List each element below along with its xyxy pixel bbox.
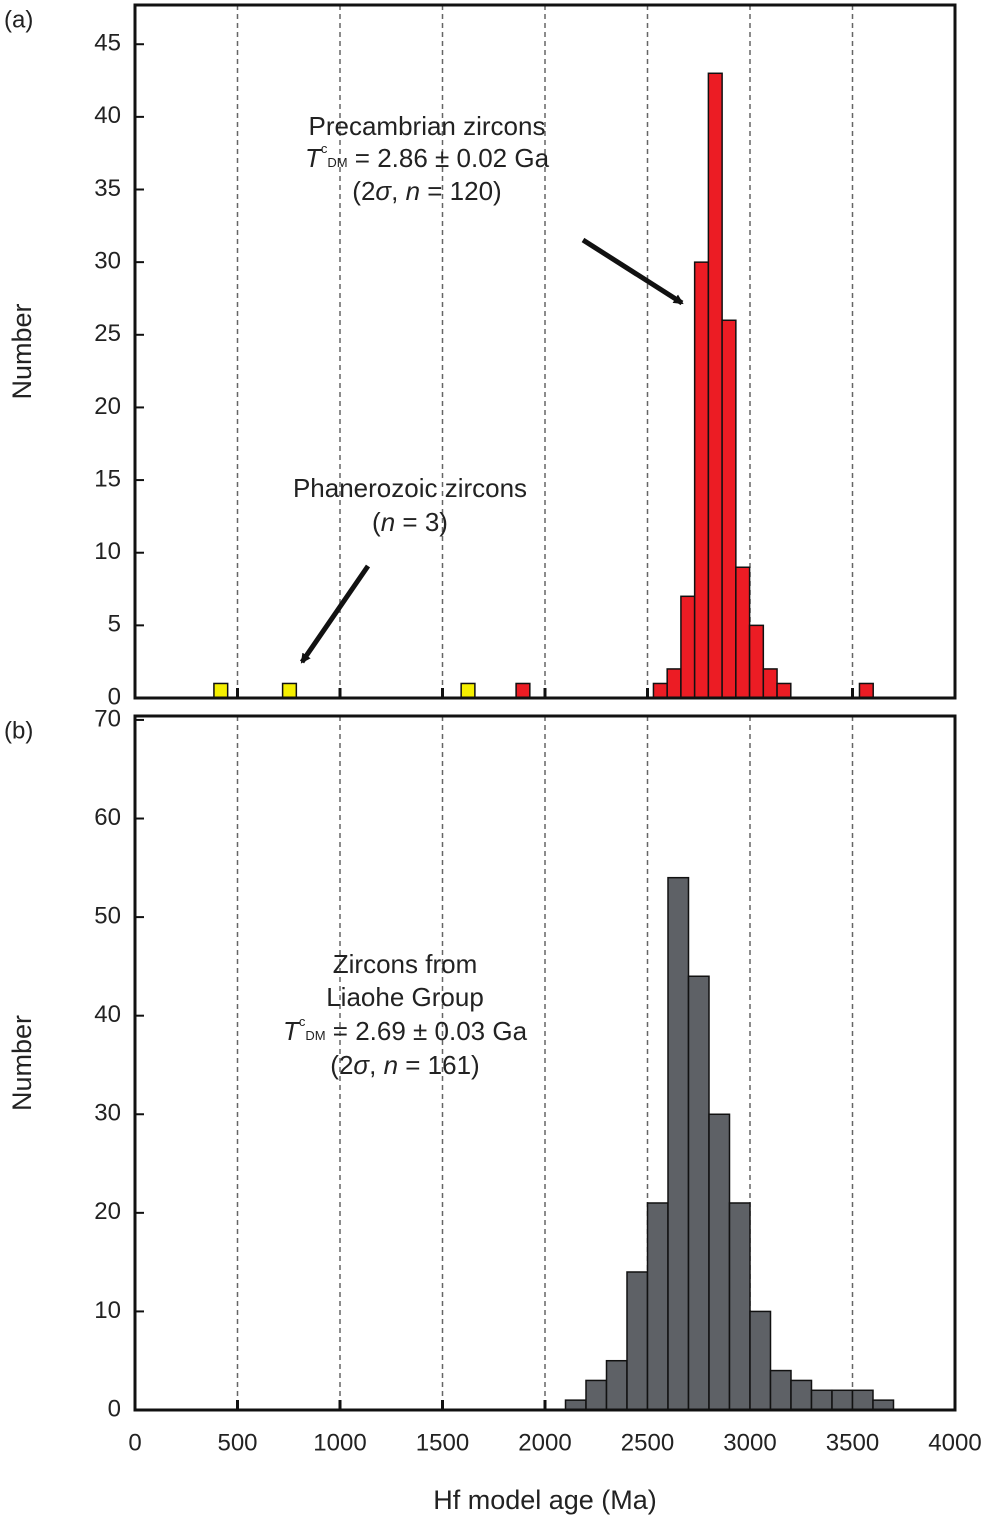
annotation: Precambrian zircons [309,111,546,141]
bar [605,1359,628,1411]
annotation: Liaohe Group [326,982,484,1012]
y-tick-label: 45 [94,30,121,57]
y-tick-label: 70 [94,705,121,732]
bar [693,261,710,699]
y-tick-label: 30 [94,247,121,274]
annotation: (2σ, n = 120) [352,176,501,206]
bar [585,1379,608,1411]
bar [707,72,723,699]
y-tick-label: 10 [94,1297,121,1324]
x-tick-label: 1500 [416,1429,469,1456]
bar [749,1310,772,1411]
bar [728,1202,751,1411]
y-tick-label: 0 [108,683,121,710]
annotation: TcDM = 2.69 ± 0.03 Ga [283,1014,528,1045]
bar [667,876,690,1411]
bar [646,1202,669,1411]
y-tick-label: 20 [94,393,121,420]
y-axis-label: Number [7,303,37,399]
y-tick-label: 15 [94,465,121,492]
bar [762,668,778,699]
panel-label: (b) [4,717,33,744]
x-tick-label: 1000 [313,1429,366,1456]
bar [851,1389,874,1411]
panel-b: 0 500 1000 1500 2000 2500 3000 3500 4000 0 10 20 30 4… [4,705,982,1515]
y-tick-label: 20 [94,1198,121,1225]
bar [790,1379,813,1411]
y-tick-label: 0 [108,1395,121,1422]
bar [769,1369,792,1411]
x-tick-label: 3500 [826,1429,879,1456]
bar [776,682,792,699]
y-tick-label: 50 [94,902,121,929]
arrow [581,237,684,306]
x-tick-label: 3000 [723,1429,776,1456]
y-tick-label: 40 [94,102,121,129]
bar [666,668,682,699]
bar [626,1271,649,1411]
y-axis-label: Number [7,1015,37,1111]
bar [680,595,696,699]
bar [213,682,229,699]
x-tick-label: 2500 [621,1429,674,1456]
y-tick-label: 60 [94,804,121,831]
x-tick-label: 4000 [928,1429,981,1456]
annotation: Phanerozoic zircons [293,473,527,503]
bar [858,682,874,699]
y-tick-label: 25 [94,320,121,347]
y-tick-label: 40 [94,1001,121,1028]
bar [515,682,531,699]
y-tick-label: 35 [94,175,121,202]
panel-label: (a) [4,6,33,33]
arrow [299,564,371,664]
bar [687,975,710,1411]
x-axis-label: Hf model age (Ma) [433,1485,657,1515]
bar [721,319,737,699]
x-tick-label: 500 [217,1429,257,1456]
annotation: (2σ, n = 161) [330,1050,479,1080]
bar [460,682,476,699]
bar [708,1113,731,1411]
x-tick-label: 2000 [518,1429,571,1456]
y-tick-label: 10 [94,538,121,565]
bar [810,1389,833,1411]
y-tick-label: 5 [108,611,121,638]
annotations: Precambrian zircons TcDM = 2.86 ± 0.02 G… [283,111,684,1080]
bar [831,1389,854,1411]
annotation: TcDM = 2.86 ± 0.02 Ga [305,141,550,172]
annotation: Zircons from [333,949,477,979]
panel-a: 0 5 10 15 20 25 30 35 40 45 (a) Number [4,3,957,710]
plot-frame [133,3,957,700]
x-tick-label: 0 [128,1429,141,1456]
bar [748,624,765,699]
bar [735,566,751,699]
plot-frame [133,714,957,1412]
bar [652,682,668,699]
annotation: (n = 3) [372,507,448,537]
bar [281,682,298,699]
y-tick-label: 30 [94,1100,121,1127]
